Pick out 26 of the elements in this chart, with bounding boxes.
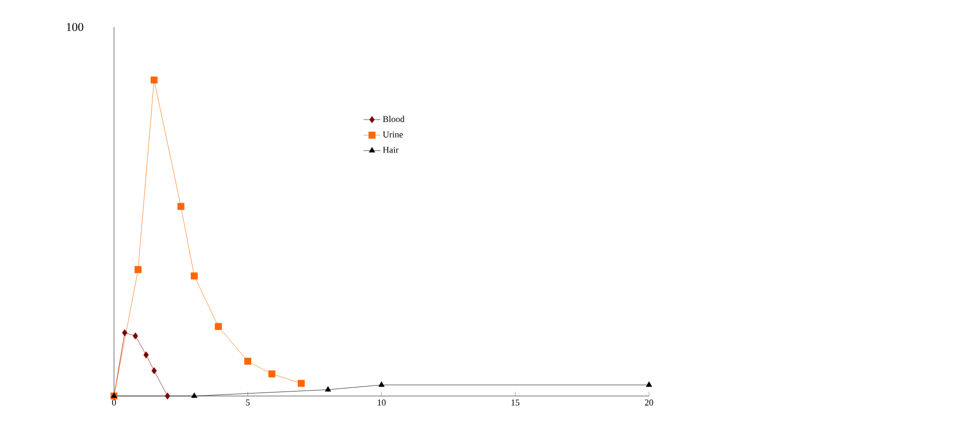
point (214, 322, 222, 330)
point (298, 380, 305, 387)
x-tick-label: 0 (112, 400, 116, 406)
x-tick-label: 5 (246, 400, 250, 406)
point (164, 392, 170, 400)
legend-label: Hair (382, 146, 399, 153)
point (122, 329, 128, 336)
x-tick-label: 20 (644, 400, 654, 406)
point (134, 266, 142, 274)
point (143, 351, 149, 358)
point (151, 367, 157, 374)
x-tick-label: 15 (512, 400, 520, 406)
legend-label: Urine (382, 131, 403, 138)
text: 100 (66, 22, 84, 32)
point (378, 381, 385, 387)
x-tick-label: 10 (378, 400, 386, 406)
point (191, 392, 198, 398)
point (150, 76, 158, 84)
point (244, 358, 252, 365)
point (177, 202, 184, 210)
point (646, 381, 652, 387)
point (132, 332, 138, 340)
point (324, 386, 332, 392)
point (268, 370, 276, 378)
point (190, 272, 198, 280)
legend-label: Blood (382, 116, 405, 122)
